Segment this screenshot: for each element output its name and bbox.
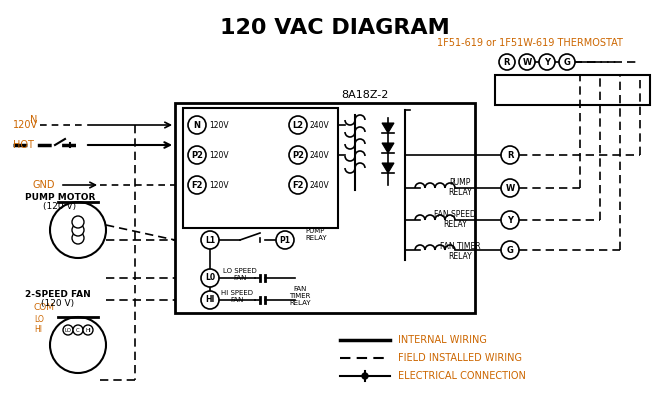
- Circle shape: [501, 146, 519, 164]
- Text: C: C: [76, 328, 80, 333]
- Text: HOT: HOT: [13, 140, 34, 150]
- Text: W: W: [505, 184, 515, 192]
- Text: L0: L0: [205, 274, 215, 282]
- Text: HI: HI: [205, 295, 214, 305]
- Circle shape: [276, 231, 294, 249]
- Circle shape: [83, 325, 93, 335]
- Polygon shape: [382, 143, 394, 153]
- Circle shape: [519, 54, 535, 70]
- Circle shape: [539, 54, 555, 70]
- Circle shape: [499, 54, 515, 70]
- Text: P1: P1: [279, 235, 291, 245]
- FancyBboxPatch shape: [175, 103, 475, 313]
- Circle shape: [501, 211, 519, 229]
- Text: 240V: 240V: [310, 181, 330, 189]
- Circle shape: [501, 179, 519, 197]
- Text: PUMP MOTOR: PUMP MOTOR: [25, 193, 95, 202]
- Circle shape: [63, 325, 73, 335]
- Polygon shape: [382, 163, 394, 173]
- Text: Y: Y: [507, 215, 513, 225]
- Circle shape: [50, 202, 106, 258]
- Text: HI: HI: [85, 328, 91, 333]
- Text: R: R: [507, 150, 513, 160]
- Circle shape: [188, 176, 206, 194]
- Text: 120V: 120V: [13, 120, 38, 130]
- Text: F2: F2: [191, 181, 203, 189]
- Text: G: G: [563, 57, 570, 67]
- Circle shape: [72, 232, 84, 244]
- Text: 240V: 240V: [310, 150, 330, 160]
- Text: 1F51-619 or 1F51W-619 THERMOSTAT: 1F51-619 or 1F51W-619 THERMOSTAT: [437, 38, 623, 48]
- Circle shape: [188, 146, 206, 164]
- Text: LO: LO: [64, 328, 72, 333]
- Text: R: R: [504, 57, 511, 67]
- Circle shape: [72, 216, 84, 228]
- Circle shape: [559, 54, 575, 70]
- Circle shape: [362, 373, 368, 379]
- Text: L1: L1: [205, 235, 215, 245]
- Text: (120 V): (120 V): [44, 202, 76, 211]
- Text: FAN TIMER
RELAY: FAN TIMER RELAY: [440, 242, 480, 261]
- Text: FAN SPEED
RELAY: FAN SPEED RELAY: [434, 210, 476, 229]
- Text: COM: COM: [34, 303, 55, 311]
- Text: HI SPEED
FAN: HI SPEED FAN: [221, 290, 253, 303]
- Text: 120 VAC DIAGRAM: 120 VAC DIAGRAM: [220, 18, 450, 38]
- Text: N: N: [194, 121, 200, 129]
- FancyBboxPatch shape: [183, 108, 338, 228]
- Text: W: W: [523, 57, 531, 67]
- Text: P2: P2: [292, 150, 304, 160]
- Text: GND: GND: [33, 180, 55, 190]
- Text: INTERNAL WIRING: INTERNAL WIRING: [398, 335, 487, 345]
- Text: P2: P2: [191, 150, 203, 160]
- Circle shape: [201, 291, 219, 309]
- Text: 120V: 120V: [209, 150, 228, 160]
- Circle shape: [289, 146, 307, 164]
- Text: N: N: [29, 115, 37, 125]
- Text: L2: L2: [292, 121, 304, 129]
- Text: 2-SPEED FAN: 2-SPEED FAN: [25, 290, 91, 299]
- Polygon shape: [382, 123, 394, 133]
- Circle shape: [201, 269, 219, 287]
- Circle shape: [72, 224, 84, 236]
- Circle shape: [289, 176, 307, 194]
- Circle shape: [188, 116, 206, 134]
- Circle shape: [201, 231, 219, 249]
- Text: (120 V): (120 V): [42, 299, 74, 308]
- Text: ELECTRICAL CONNECTION: ELECTRICAL CONNECTION: [398, 371, 526, 381]
- Text: FIELD INSTALLED WIRING: FIELD INSTALLED WIRING: [398, 353, 522, 363]
- Text: 120V: 120V: [209, 121, 228, 129]
- Text: HI: HI: [34, 324, 42, 334]
- Text: 240V: 240V: [310, 121, 330, 129]
- Circle shape: [289, 116, 307, 134]
- Text: PUMP
RELAY: PUMP RELAY: [448, 178, 472, 197]
- Circle shape: [50, 317, 106, 373]
- Text: PUMP
RELAY: PUMP RELAY: [305, 228, 327, 241]
- Circle shape: [501, 241, 519, 259]
- Text: LO SPEED
FAN: LO SPEED FAN: [223, 268, 257, 281]
- FancyBboxPatch shape: [495, 75, 650, 105]
- Text: FAN
TIMER
RELAY: FAN TIMER RELAY: [289, 286, 311, 306]
- Text: Y: Y: [544, 57, 550, 67]
- Text: G: G: [507, 246, 513, 254]
- Text: 8A18Z-2: 8A18Z-2: [341, 90, 389, 100]
- Text: 120V: 120V: [209, 181, 228, 189]
- Text: LO: LO: [34, 315, 44, 323]
- Text: F2: F2: [292, 181, 304, 189]
- Circle shape: [73, 325, 83, 335]
